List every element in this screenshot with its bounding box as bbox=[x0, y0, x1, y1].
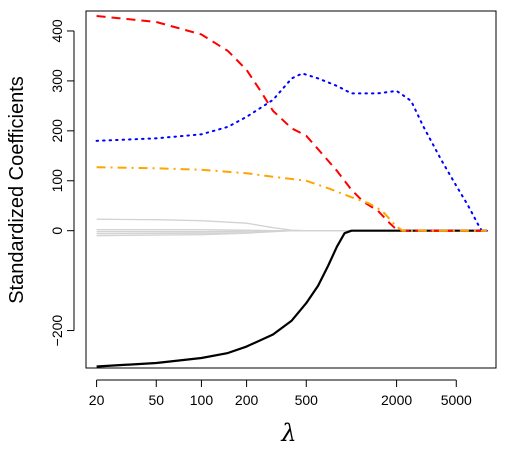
y-tick-label: 100 bbox=[49, 169, 65, 193]
y-tick-label: 0 bbox=[49, 227, 65, 235]
x-tick-label: 20 bbox=[89, 392, 105, 408]
y-axis-title: Standardized Coefficients bbox=[6, 76, 28, 304]
x-tick-label: 100 bbox=[190, 392, 214, 408]
y-tick-label: 200 bbox=[49, 119, 65, 143]
y-axis: −200 0 100 200 300 400 bbox=[49, 19, 75, 347]
series-line-6 bbox=[96, 229, 487, 368]
series-line-8 bbox=[96, 14, 487, 232]
x-axis: 20 50 100 200 500 2000 5000 bbox=[89, 379, 472, 408]
x-tick-label: 2000 bbox=[381, 392, 412, 408]
x-tick-label: 200 bbox=[235, 392, 259, 408]
plot-frame bbox=[85, 10, 497, 369]
series-layer bbox=[95, 14, 488, 368]
x-axis-title: λ bbox=[280, 419, 296, 447]
series-line-5 bbox=[96, 230, 487, 237]
series-line-9 bbox=[96, 166, 487, 232]
y-tick-label: −200 bbox=[49, 315, 65, 347]
y-tick-label: 400 bbox=[49, 19, 65, 43]
x-tick-label: 50 bbox=[148, 392, 164, 408]
series-line-1 bbox=[96, 218, 487, 232]
y-tick-label: 300 bbox=[49, 69, 65, 93]
series-line-7 bbox=[95, 72, 488, 232]
x-tick-label: 5000 bbox=[441, 392, 472, 408]
x-tick-label: 500 bbox=[295, 392, 319, 408]
